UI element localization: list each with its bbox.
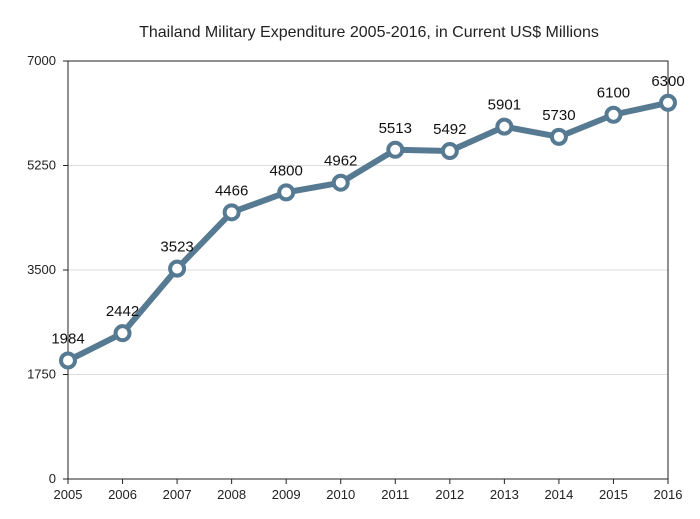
gridlines: [68, 165, 668, 375]
x-axis: 2005 2006 2007 2008 2009 2010 2011 2012 2013 2014…: [54, 479, 683, 502]
y-tick-label: 1750: [27, 367, 56, 382]
data-point: [440, 142, 459, 161]
data-point: [604, 105, 623, 124]
y-tick-label: 5250: [27, 158, 56, 173]
data-label: 3523: [160, 239, 193, 256]
chart-title: Thailand Military Expenditure 2005-2016,…: [139, 24, 599, 41]
y-axis: 0 1750 3500 5250 7000: [27, 53, 68, 486]
data-labels: 1984 2442 3523 4466 4800 4962 5513 5492 5901 5730…: [51, 73, 684, 348]
data-label: 5901: [488, 97, 521, 114]
data-label: 2442: [106, 303, 139, 320]
x-tick-label: 2016: [654, 487, 683, 502]
data-point: [659, 93, 677, 112]
data-point: [495, 117, 514, 136]
series-line: [65, 99, 671, 364]
data-point: [168, 259, 187, 278]
data-label: 6300: [651, 73, 684, 90]
data-point: [59, 351, 77, 370]
data-label: 4466: [215, 182, 248, 199]
x-tick-label: 2015: [599, 487, 628, 502]
data-label: 6100: [597, 85, 630, 102]
x-tick-label: 2011: [381, 487, 409, 502]
data-label: 4962: [324, 153, 357, 170]
data-point: [277, 183, 296, 202]
data-point: [222, 203, 241, 222]
data-point: [113, 324, 132, 343]
y-tick-label: 7000: [27, 53, 56, 68]
y-tick-label: 0: [49, 471, 56, 486]
x-tick-label: 2009: [272, 487, 301, 502]
data-point: [386, 140, 405, 159]
data-label: 4800: [269, 162, 302, 179]
x-tick-label: 2005: [54, 487, 83, 502]
x-tick-label: 2007: [163, 487, 192, 502]
data-label: 5730: [542, 107, 575, 124]
y-tick-label: 3500: [27, 262, 56, 277]
data-label: 5513: [379, 120, 412, 137]
data-label: 1984: [51, 331, 84, 348]
data-point: [549, 127, 568, 146]
x-tick-label: 2006: [108, 487, 137, 502]
series-group: [59, 93, 677, 370]
x-tick-label: 2014: [544, 487, 573, 502]
x-tick-label: 2008: [217, 487, 246, 502]
x-tick-label: 2013: [490, 487, 519, 502]
x-tick-label: 2012: [435, 487, 464, 502]
data-label: 5492: [433, 121, 466, 138]
x-tick-label: 2010: [326, 487, 355, 502]
data-point: [331, 173, 350, 192]
